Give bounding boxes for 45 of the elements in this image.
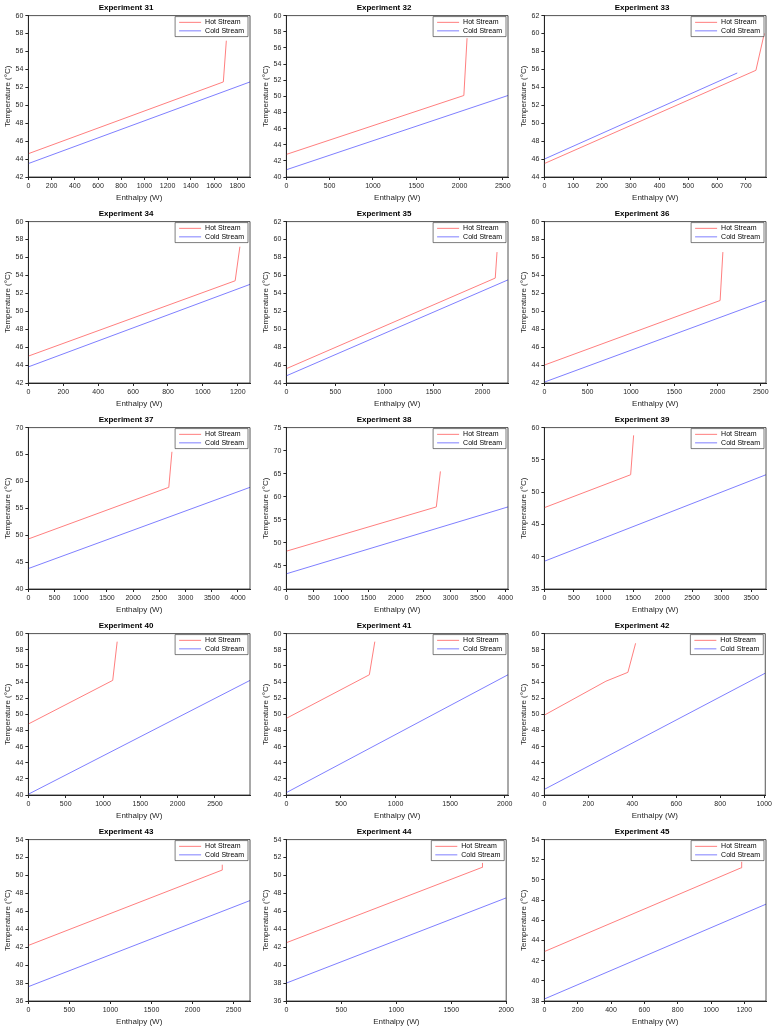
chart-title: Experiment 37 xyxy=(98,415,154,424)
chart-title: Experiment 38 xyxy=(356,415,412,424)
chart-title: Experiment 41 xyxy=(356,621,412,630)
chart-title: Experiment 40 xyxy=(98,621,154,630)
x-axis-title: Enthalpy (W) xyxy=(116,193,163,203)
y-axis-title: Temperature (°C) xyxy=(519,477,528,540)
chart-title: Experiment 35 xyxy=(356,209,412,218)
x-axis-title: Enthalpy (W) xyxy=(116,605,163,615)
chart-title: Experiment 44 xyxy=(356,827,412,836)
x-axis-title: Enthalpy (W) xyxy=(632,605,679,615)
y-axis-title: Temperature (°C) xyxy=(3,65,12,128)
x-axis-title: Enthalpy (W) xyxy=(632,399,679,409)
y-axis-title: Temperature (°C) xyxy=(3,889,12,952)
x-axis-title: Enthalpy (W) xyxy=(116,811,163,821)
y-axis-title: Temperature (°C) xyxy=(261,271,270,334)
chart-title: Experiment 43 xyxy=(98,827,154,836)
y-axis-title: Temperature (°C) xyxy=(519,65,528,128)
y-axis-title: Temperature (°C) xyxy=(519,683,528,746)
y-axis-title: Temperature (°C) xyxy=(261,65,270,128)
y-axis-title: Temperature (°C) xyxy=(261,477,270,540)
x-axis-title: Enthalpy (W) xyxy=(631,811,679,821)
y-axis-title: Temperature (°C) xyxy=(261,889,270,952)
x-axis-title: Enthalpy (W) xyxy=(374,605,421,615)
chart-title: Experiment 33 xyxy=(614,3,670,12)
x-axis-title: Enthalpy (W) xyxy=(116,1017,163,1027)
chart-title: Experiment 39 xyxy=(614,415,670,424)
x-axis-title: Enthalpy (W) xyxy=(632,1017,679,1027)
x-axis-title: Enthalpy (W) xyxy=(374,399,421,409)
chart-title: Experiment 42 xyxy=(614,621,670,630)
chart-title: Experiment 34 xyxy=(98,209,154,218)
y-axis-title: Temperature (°C) xyxy=(3,271,12,334)
x-axis-title: Enthalpy (W) xyxy=(374,193,421,203)
x-axis-title: Enthalpy (W) xyxy=(374,811,421,821)
x-axis-title: Enthalpy (W) xyxy=(116,399,163,409)
y-axis-title: Temperature (°C) xyxy=(261,683,270,746)
chart-title: Experiment 32 xyxy=(356,3,412,12)
x-axis-title: Enthalpy (W) xyxy=(373,1017,420,1027)
chart-title: Experiment 36 xyxy=(614,209,670,218)
y-axis-title: Temperature (°C) xyxy=(3,683,12,746)
y-axis-title: Temperature (°C) xyxy=(3,477,12,540)
y-axis-title: Temperature (°C) xyxy=(519,271,528,334)
y-axis-title: Temperature (°C) xyxy=(519,889,528,952)
x-axis-title: Enthalpy (W) xyxy=(632,193,679,203)
chart-title: Experiment 31 xyxy=(98,3,154,12)
chart-title: Experiment 45 xyxy=(614,827,670,836)
